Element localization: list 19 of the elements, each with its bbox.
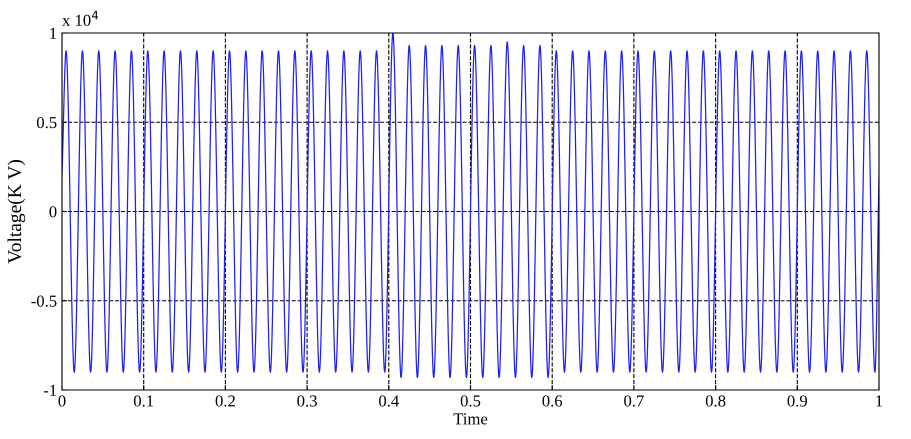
y-tick-label: 0.5 — [36, 116, 56, 128]
text: x 10$^{4}$ — [62, 10, 98, 26]
y-tick-label: -1 — [44, 384, 56, 396]
y-axis-title: Voltage(K V) — [8, 160, 26, 264]
y-tick-label: 1 — [50, 28, 56, 39]
x-tick-label: 0.9 — [788, 395, 808, 407]
x-tick-label: 0.7 — [624, 395, 644, 407]
x-tick-label: 0.2 — [216, 395, 235, 407]
y-tick-label: -0.5 — [31, 295, 56, 307]
x-tick-label: 0 — [58, 395, 66, 407]
x-tick-label: 0.1 — [134, 395, 154, 407]
x-tick-label: 0.5 — [460, 395, 480, 407]
x-tick-label: 0.3 — [297, 395, 317, 407]
x-tick-label: 0.4 — [379, 395, 399, 407]
x-tick-label: 0.8 — [706, 395, 726, 407]
x-axis-title: Time — [454, 413, 488, 424]
x-tick-label: 0.6 — [542, 395, 562, 407]
x-tick-label: 1 — [876, 395, 882, 406]
y-tick-label: 0 — [49, 206, 57, 218]
